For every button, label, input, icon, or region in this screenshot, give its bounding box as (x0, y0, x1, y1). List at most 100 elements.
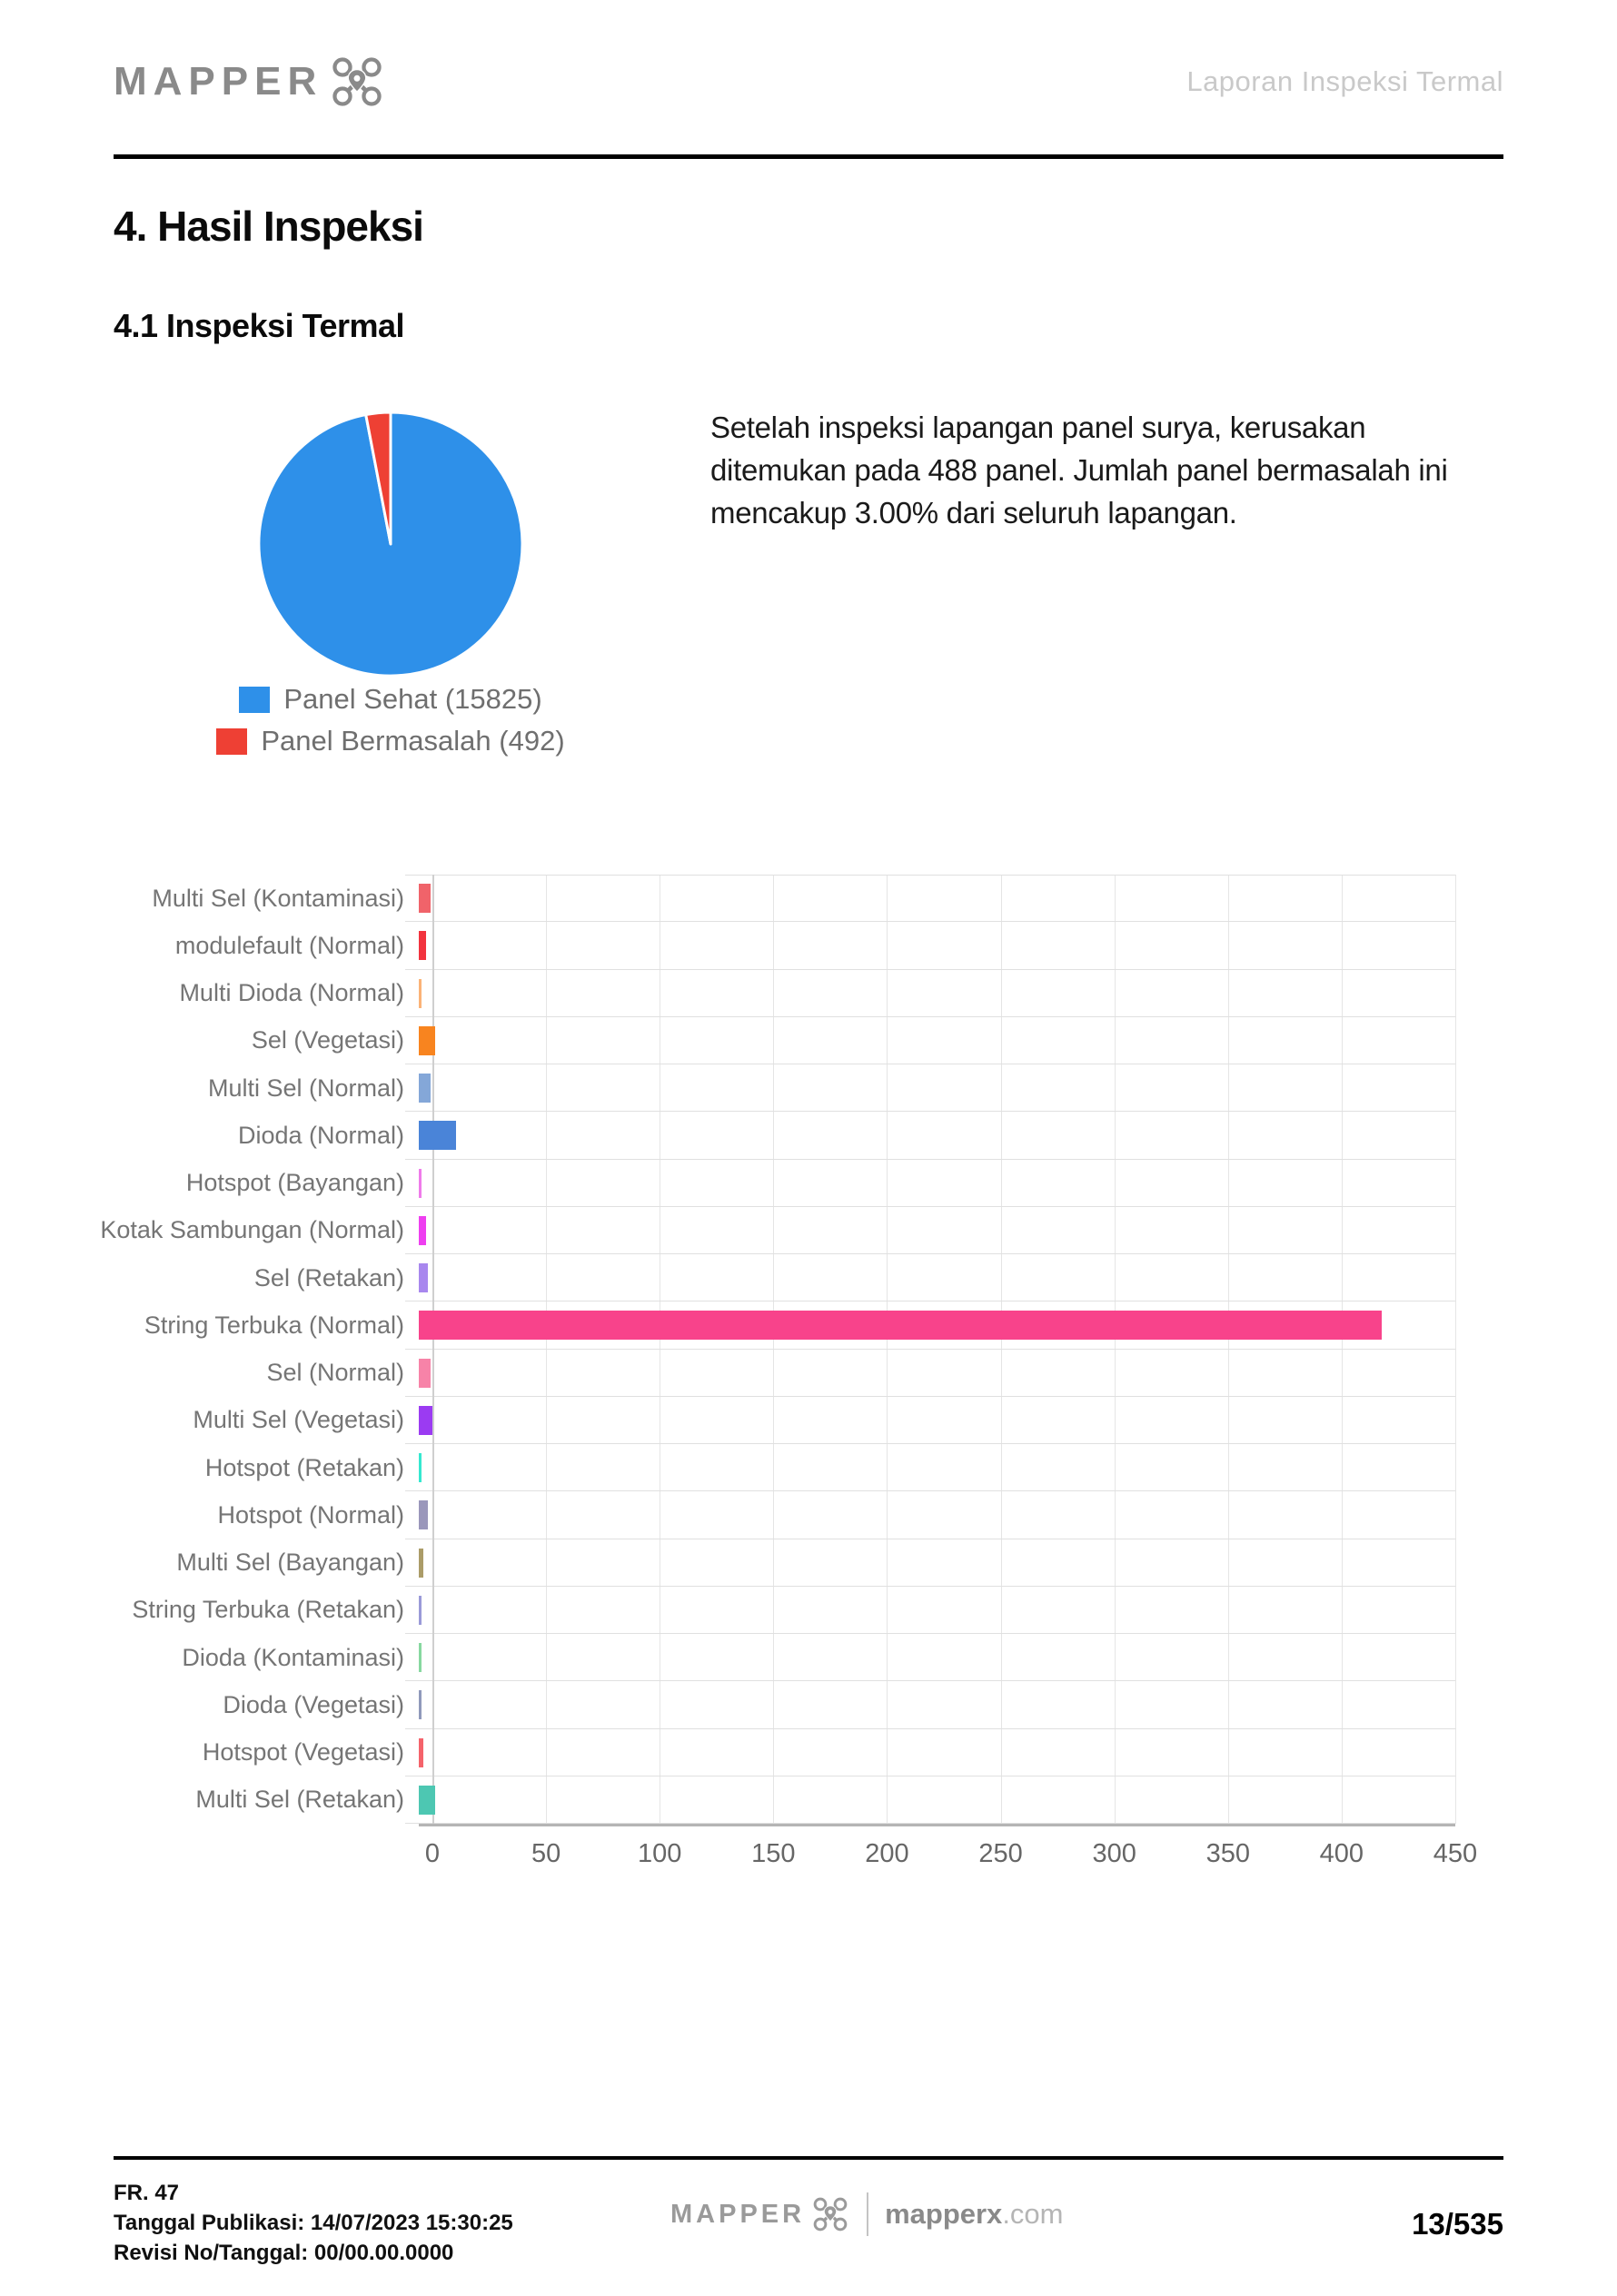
bar-category-label: Hotspot (Vegetasi) (202, 1738, 404, 1767)
mapperx-logo: MAPPER (114, 53, 386, 111)
bar (419, 1121, 456, 1151)
bar-row: Sel (Vegetasi) (114, 1017, 1455, 1065)
bar-track (419, 1301, 1455, 1349)
bar-row: Sel (Retakan) (114, 1254, 1455, 1302)
bar (419, 1643, 422, 1672)
bar-row: Hotspot (Retakan) (114, 1444, 1455, 1492)
drone-icon (332, 57, 382, 106)
bar-track (419, 1160, 1455, 1207)
bar-track (419, 1064, 1455, 1112)
bar-category-label: Kotak Sambungan (Normal) (100, 1216, 404, 1244)
bar (419, 1737, 424, 1767)
bar (419, 1311, 1382, 1341)
pie-chart (255, 409, 526, 679)
legend-swatch-bermasalah (216, 727, 248, 755)
bar-chart: Multi Sel (Kontaminasi) modulefault (Norm… (100, 875, 1477, 1868)
footer-brand: MAPPER mapperx.com (670, 2192, 1064, 2236)
x-tick-label: 0 (424, 1839, 441, 1868)
bar (419, 1690, 422, 1720)
x-tick-label: 400 (1319, 1839, 1364, 1868)
bar (419, 1168, 422, 1198)
bar-track (419, 1444, 1455, 1491)
bar (419, 884, 431, 913)
bar (419, 1215, 426, 1245)
bar-track (419, 1017, 1455, 1064)
bar-category-label: Hotspot (Normal) (217, 1500, 404, 1529)
bar-row: Multi Dioda (Normal) (114, 970, 1455, 1018)
x-axis-ticks: 0 50 100 150 200 250 300 350 400 450 (425, 1839, 1477, 1875)
bar (419, 1263, 429, 1292)
x-tick-label: 200 (865, 1839, 909, 1868)
bar-row: Hotspot (Vegetasi) (114, 1729, 1455, 1777)
gridline (1000, 875, 1002, 1824)
bar-category-label: String Terbuka (Normal) (144, 1311, 404, 1339)
legend-label-sehat: Panel Sehat (15825) (283, 683, 542, 715)
footer-revision: Revisi No/Tanggal: 00/00.00.0000 (114, 2241, 454, 2265)
x-tick-label: 100 (638, 1839, 682, 1868)
footer-site-url: mapperx.com (885, 2198, 1063, 2231)
bar-category-label: Hotspot (Bayangan) (185, 1169, 404, 1197)
bar-category-label: String Terbuka (Retakan) (132, 1596, 404, 1624)
y-axis-line (432, 875, 434, 1824)
bar-track (419, 922, 1455, 969)
bar-track (419, 1729, 1455, 1776)
bar-track (419, 1350, 1455, 1397)
bar-row: Dioda (Vegetasi) (114, 1681, 1455, 1729)
bar-row: Sel (Normal) (114, 1350, 1455, 1398)
footer-form-code: FR. 47 (114, 2181, 180, 2205)
bar-row: Hotspot (Normal) (114, 1491, 1455, 1539)
footer-meta: FR. 47 Tanggal Publikasi: 14/07/2023 15:… (114, 2178, 513, 2268)
bar-category-label: Sel (Vegetasi) (251, 1026, 404, 1054)
footer-publish-date: Tanggal Publikasi: 14/07/2023 15:30:25 (114, 2211, 513, 2235)
footer-mapperx-logo-text: MAPPER (670, 2199, 806, 2229)
footer-site-name: mapperx (885, 2198, 1003, 2230)
x-tick-label: 450 (1433, 1839, 1478, 1868)
bar-track (419, 1112, 1455, 1159)
bar-track (419, 1254, 1455, 1301)
gridline (887, 875, 888, 1824)
bar-row: Kotak Sambungan (Normal) (100, 1207, 1455, 1255)
footer-rule (114, 2156, 1503, 2160)
header-rule (114, 154, 1503, 159)
summary-paragraph: Setelah inspeksi lapangan panel surya, k… (710, 411, 1448, 529)
bar-track (419, 1634, 1455, 1681)
mapperx-logo-text: MAPPER (114, 59, 323, 104)
bar-category-label: Multi Sel (Retakan) (195, 1786, 404, 1814)
bar (419, 1785, 435, 1815)
bar-category-label: modulefault (Normal) (174, 931, 404, 959)
gridline (1227, 875, 1229, 1824)
page-number: 13/535 (1412, 2207, 1503, 2241)
x-tick-label: 250 (978, 1839, 1023, 1868)
bar-track (419, 1207, 1455, 1254)
bar-track (419, 1397, 1455, 1444)
section-heading: 4. Hasil Inspeksi (114, 203, 424, 250)
bar (419, 931, 426, 961)
bar-chart-rows: Multi Sel (Kontaminasi) modulefault (Norm… (100, 875, 1455, 1825)
bar (419, 1500, 429, 1530)
bar-row: Hotspot (Bayangan) (114, 1160, 1455, 1208)
bar-category-label: Sel (Retakan) (253, 1263, 404, 1292)
bar-row: Multi Sel (Vegetasi) (114, 1397, 1455, 1445)
bar-track (419, 1491, 1455, 1539)
legend-item-sehat: Panel Sehat (15825) (239, 683, 542, 716)
bar-category-label: Sel (Normal) (266, 1359, 404, 1387)
bar-row: String Terbuka (Retakan) (114, 1587, 1455, 1635)
bar (419, 1405, 433, 1435)
bar-category-label: Dioda (Kontaminasi) (182, 1643, 404, 1671)
bar-row: Multi Sel (Retakan) (114, 1776, 1455, 1825)
bar-category-label: Multi Dioda (Normal) (179, 979, 404, 1007)
bar-track (419, 970, 1455, 1017)
bar-row: String Terbuka (Normal) (114, 1301, 1455, 1350)
bar-category-label: Multi Sel (Vegetasi) (193, 1406, 404, 1434)
footer-divider (867, 2192, 869, 2236)
bar-track (419, 1776, 1455, 1824)
bar-category-label: Dioda (Vegetasi) (223, 1690, 404, 1718)
subsection-heading: 4.1 Inspeksi Termal (114, 307, 405, 344)
gridline (1341, 875, 1343, 1824)
bar-row: Dioda (Kontaminasi) (114, 1634, 1455, 1682)
footer-site-tld: .com (1002, 2198, 1064, 2230)
bar (419, 1358, 431, 1388)
page-header: MAPPER Laporan Inspeksi Termal (114, 44, 1503, 120)
gridline (1455, 875, 1456, 1824)
bar-row: modulefault (Normal) (114, 922, 1455, 970)
